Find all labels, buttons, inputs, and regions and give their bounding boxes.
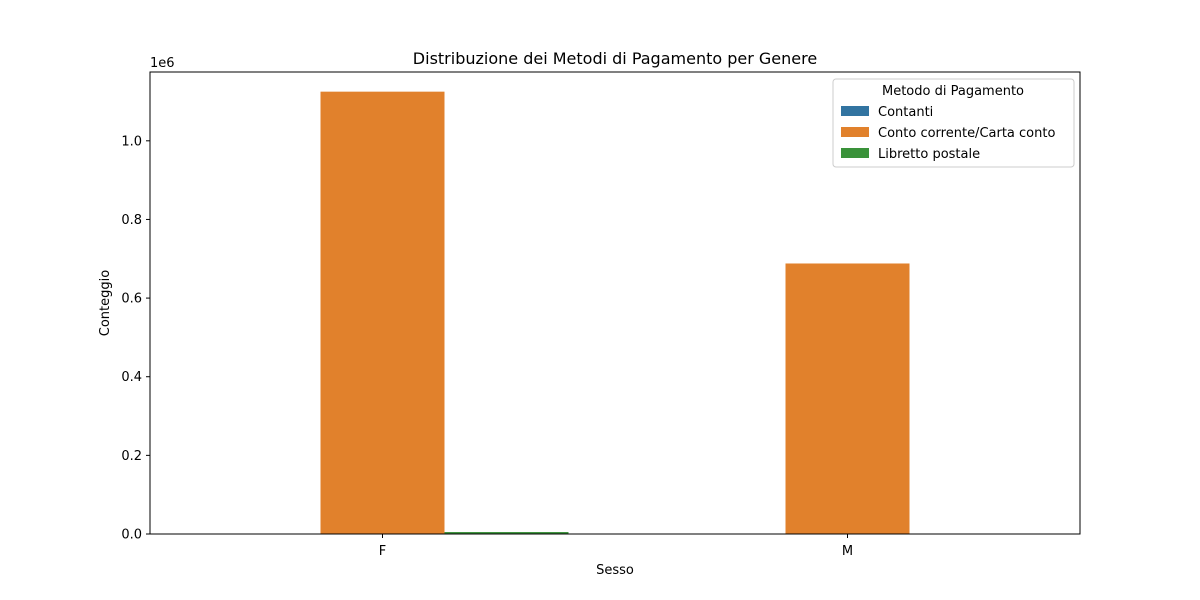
legend-swatch-contanti — [841, 106, 869, 116]
y-tick-label: 1.0 — [121, 134, 142, 149]
y-tick-label: 0.6 — [121, 292, 142, 307]
y-tick-label: 0.8 — [121, 213, 142, 228]
bar-conto-corrente-carta-conto-m — [785, 263, 910, 534]
legend-label-libretto-postale: Libretto postale — [878, 147, 980, 162]
bars-group — [320, 91, 910, 534]
plot-frame — [149, 71, 1081, 535]
legend-swatch-conto-corrente-carta-conto — [841, 127, 869, 137]
bar-conto-corrente-carta-conto-f — [320, 91, 445, 534]
legend-title: Metodo di Pagamento — [882, 84, 1024, 99]
legend-label-conto-corrente-carta-conto: Conto corrente/Carta conto — [878, 126, 1055, 141]
y-axis: 0.0 0.2 0.4 0.6 0.8 1.0 — [121, 134, 150, 543]
x-tick-label: M — [842, 544, 853, 559]
y-tick-label: 0.4 — [121, 370, 142, 385]
bar-libretto-postale-f — [444, 532, 569, 534]
y-offset-label: 1e6 — [150, 56, 175, 71]
y-tick-label: 0.0 — [121, 528, 142, 543]
legend: Metodo di Pagamento Contanti Conto corren… — [832, 78, 1075, 168]
y-axis-label: Conteggio — [98, 270, 113, 336]
legend-swatch-libretto-postale — [841, 148, 869, 158]
legend-box — [832, 78, 1075, 168]
x-tick-label: F — [379, 544, 386, 559]
chart-title: Distribuzione dei Metodi di Pagamento pe… — [413, 49, 817, 68]
y-tick-label: 0.2 — [121, 449, 142, 464]
legend-label-contanti: Contanti — [878, 105, 933, 120]
x-axis-label: Sesso — [596, 563, 634, 578]
